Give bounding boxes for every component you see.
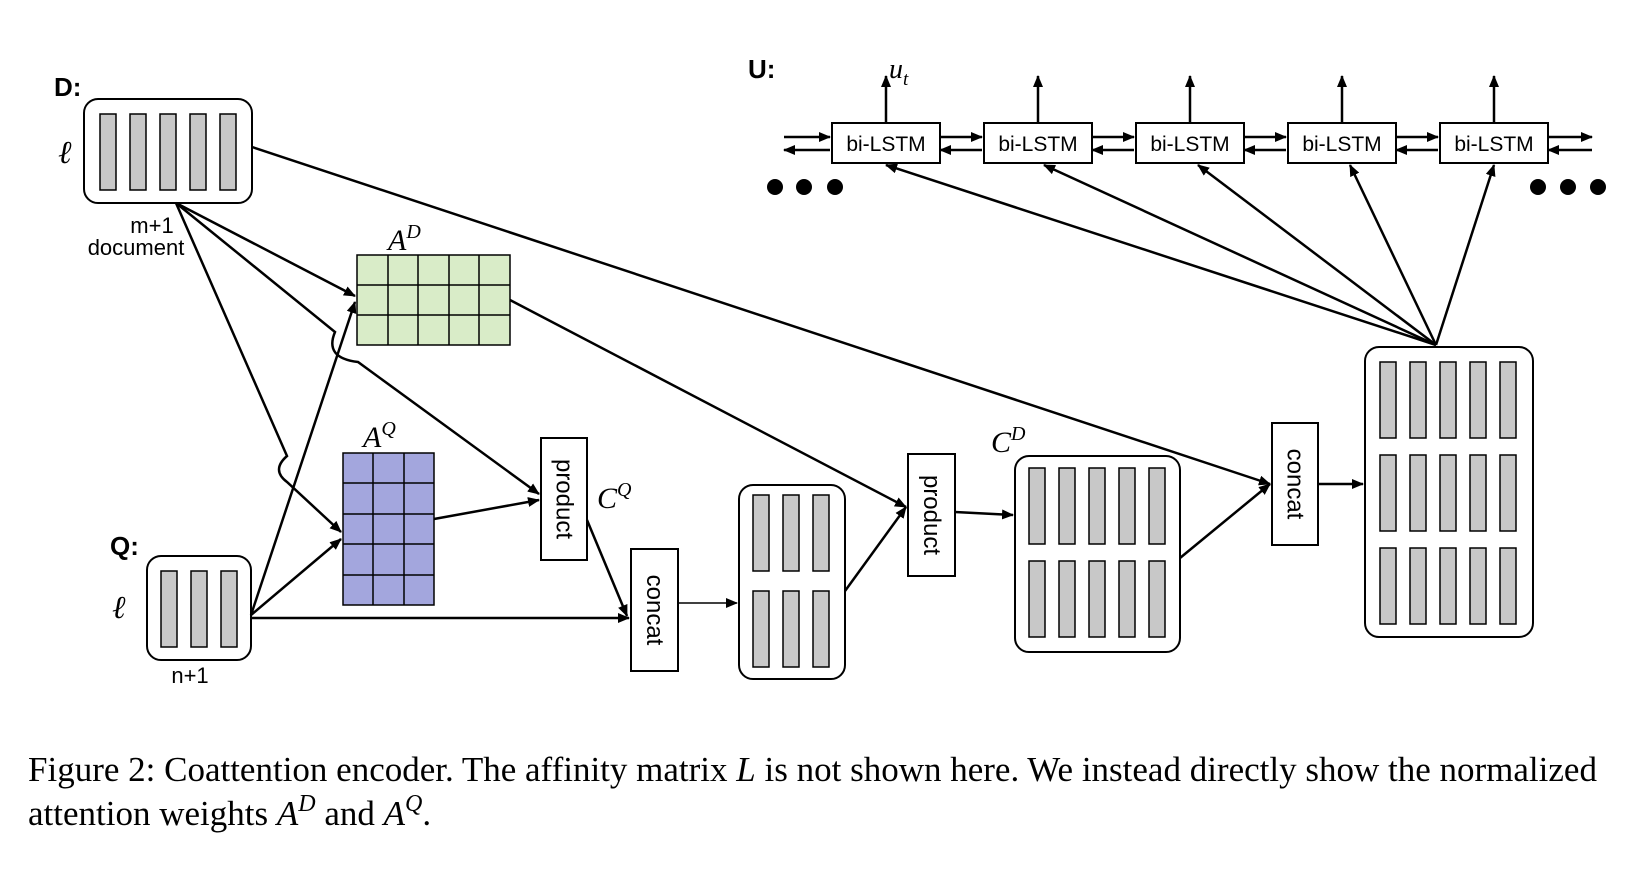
question-encoding-block (146, 555, 252, 661)
cd-label: CD (991, 423, 1026, 459)
caption-symbol-ad: AD (276, 791, 316, 833)
caption-symbol-l: L (736, 750, 756, 789)
ellipsis-dots-right (1530, 179, 1606, 195)
cd-block (1014, 455, 1181, 653)
bilstm-cell-label: bi-LSTM (1302, 133, 1381, 156)
u-marker: U: (748, 54, 775, 84)
caption-symbol-aq: AQ (383, 791, 423, 833)
caption-middle: is not shown here. We instead directly s… (28, 750, 1597, 833)
product-op-1: product (540, 437, 588, 561)
d-ell-label: ℓ (58, 134, 72, 170)
aq-label: AQ (361, 418, 396, 454)
product-2-label: product (918, 475, 945, 555)
bilstm-recurrent-arrows (783, 132, 1593, 155)
concat-op-2: concat (1271, 422, 1319, 546)
concat-1-label: concat (641, 575, 668, 646)
caption-end: . (422, 794, 432, 833)
bilstm-cell-label: bi-LSTM (998, 133, 1077, 156)
caption-prefix: Figure 2: Coattention encoder. The affin… (28, 750, 737, 789)
bilstm-row: bi-LSTM bi-LSTM bi-LSTM bi-LSTM bi-LSTM (767, 75, 1606, 195)
bilstm-cell: bi-LSTM (1287, 122, 1397, 164)
q-size-label: n+1 (171, 663, 208, 688)
bilstm-cell: bi-LSTM (1439, 122, 1549, 164)
final-encoding-block (1364, 346, 1534, 638)
bilstm-cell: bi-LSTM (831, 122, 941, 164)
bilstm-cell-label: bi-LSTM (846, 133, 925, 156)
ad-label: AD (386, 221, 421, 257)
concat-output-block (738, 484, 846, 680)
figure-caption: Figure 2: Coattention encoder. The affin… (28, 748, 1628, 836)
ellipsis-dots-left (767, 179, 843, 195)
bilstm-cell-label: bi-LSTM (1150, 133, 1229, 156)
doc-name-label: document (88, 235, 185, 260)
product-1-label: product (551, 459, 578, 539)
bilstm-cell: bi-LSTM (1135, 122, 1245, 164)
connection-arrows (174, 145, 1496, 623)
caption-and: and (315, 794, 384, 833)
bilstm-cell: bi-LSTM (983, 122, 1093, 164)
attention-matrix-aq (342, 452, 435, 606)
concat-op-1: concat (630, 548, 679, 672)
concat-2-label: concat (1282, 449, 1309, 520)
bilstm-cell-label: bi-LSTM (1454, 133, 1533, 156)
q-ell-label: ℓ (112, 589, 126, 625)
bilstm-output-arrows (881, 75, 1499, 122)
d-marker: D: (54, 72, 81, 102)
product-op-2: product (907, 453, 956, 577)
cq-label: CQ (597, 479, 632, 515)
attention-matrix-ad (356, 254, 511, 346)
ut-label: ut (889, 54, 909, 90)
doc-size-label: m+1 (130, 213, 173, 238)
document-encoding-block (83, 98, 253, 204)
q-marker: Q: (110, 531, 139, 561)
